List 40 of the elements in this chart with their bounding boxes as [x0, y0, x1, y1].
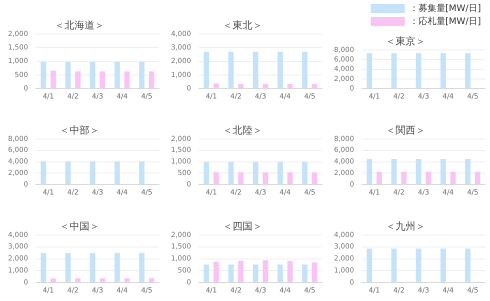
bar — [114, 252, 120, 282]
bar — [148, 278, 154, 282]
bar — [40, 62, 46, 88]
bar — [75, 278, 81, 282]
bar — [50, 278, 56, 282]
chart-title: ＜東北＞ — [222, 20, 262, 32]
bar — [75, 71, 81, 88]
bar — [214, 83, 219, 88]
bar — [100, 278, 106, 282]
bar — [262, 84, 268, 88]
bar — [65, 62, 71, 88]
bar — [252, 52, 258, 88]
legend-label: ：募集量[MW/日] — [409, 2, 481, 14]
bar — [124, 278, 130, 282]
chart-title: ＜四国＞ — [222, 222, 262, 233]
chart-title: ＜北陸＞ — [222, 124, 262, 137]
chart-title: ＜東京＞ — [386, 36, 426, 48]
bar — [90, 252, 96, 282]
bar — [238, 84, 244, 88]
bar — [312, 84, 318, 88]
bar — [124, 71, 130, 88]
chart-title: ＜北海道＞ — [54, 20, 104, 32]
bar — [100, 71, 106, 88]
bar — [302, 52, 308, 88]
bar — [139, 252, 144, 282]
bar — [114, 62, 120, 88]
chart-title: ＜中部＞ — [60, 124, 100, 137]
legend-label: ：応札量[MW/日] — [409, 16, 481, 27]
bar — [139, 62, 144, 88]
bar — [148, 71, 154, 88]
bar — [228, 52, 234, 88]
bar — [50, 70, 56, 88]
bar — [204, 52, 210, 88]
chart-title: ＜関西＞ — [386, 126, 426, 137]
bar — [65, 252, 71, 282]
bar — [277, 52, 283, 88]
bar — [40, 252, 46, 282]
chart-title: ＜九州＞ — [386, 220, 426, 233]
chart-title: ＜中国＞ — [60, 220, 100, 233]
bar — [90, 62, 96, 88]
